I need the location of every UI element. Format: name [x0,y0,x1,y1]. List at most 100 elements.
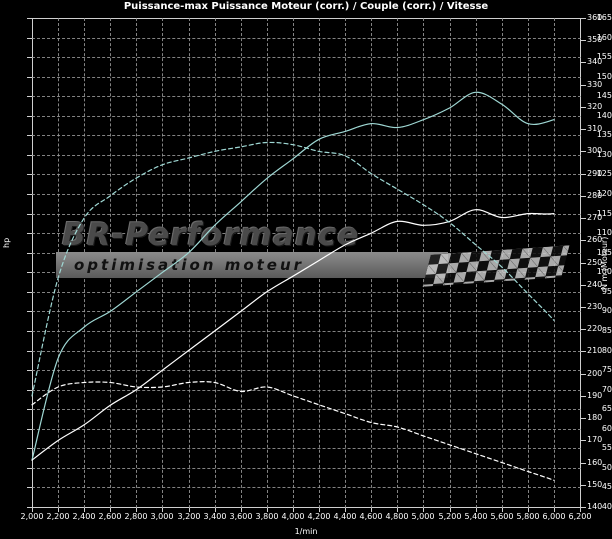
x-tick-label: 5,000 [411,512,435,521]
y-right-tick-mark [581,374,586,375]
x-tick-mark [32,508,33,512]
gridline-horizontal [32,174,581,175]
y-left-tick-label: 130 [596,150,612,159]
y-left-tick-mark [27,292,32,293]
y-right-tick-label: 280 [587,191,603,200]
x-axis-label: 1/min [294,527,318,536]
y-left-tick-mark [27,135,32,136]
y-left-tick-mark [27,487,32,488]
gridline-horizontal [32,390,581,391]
y-left-tick-mark [27,253,32,254]
y-left-tick-label: 150 [596,72,612,81]
y-left-tick-label: 60 [601,424,612,433]
y-right-tick-mark [581,396,586,397]
y-right-tick-label: 320 [587,102,603,111]
y-left-tick-label: 50 [601,463,612,472]
y-left-tick-label: 145 [596,91,612,100]
y-right-tick-label: 230 [587,302,603,311]
y-right-tick-mark [581,418,586,419]
x-tick-label: 6,200 [568,512,592,521]
y-axis-right-label: N m (Moteur) [600,236,609,290]
gridline-horizontal [32,351,581,352]
x-tick-label: 3,200 [177,512,201,521]
x-tick-label: 4,000 [281,512,305,521]
x-tick-mark [450,508,451,512]
y-right-tick-label: 300 [587,146,603,155]
y-left-tick-mark [27,390,32,391]
gridline-horizontal [32,135,581,136]
gridline-horizontal [32,311,581,312]
y-left-tick-mark [27,214,32,215]
x-tick-label: 5,800 [516,512,540,521]
x-tick-label: 5,600 [490,512,514,521]
y-left-tick-mark [27,38,32,39]
y-right-tick-label: 270 [587,213,603,222]
x-tick-label: 3,800 [255,512,279,521]
y-right-tick-label: 240 [587,280,603,289]
y-left-tick-mark [27,409,32,410]
plot-frame-left [32,18,33,508]
y-left-tick-mark [27,155,32,156]
x-tick-label: 2,400 [72,512,96,521]
x-tick-mark [423,508,424,512]
y-left-tick-label: 140 [596,111,612,120]
x-tick-mark [293,508,294,512]
y-left-tick-mark [27,233,32,234]
y-right-tick-label: 260 [587,235,603,244]
y-left-tick-mark [27,194,32,195]
y-left-tick-mark [27,311,32,312]
y-left-tick-mark [27,272,32,273]
y-right-tick-mark [581,40,586,41]
y-left-tick-mark [27,331,32,332]
x-tick-mark [319,508,320,512]
gridline-horizontal [32,468,581,469]
gridline-horizontal [32,448,581,449]
x-tick-label: 2,200 [46,512,70,521]
y-right-tick-mark [581,285,586,286]
y-left-tick-label: 125 [596,169,612,178]
gridline-horizontal [32,57,581,58]
y-left-tick-label: 165 [596,13,612,22]
x-tick-mark [136,508,137,512]
y-right-tick-mark [581,240,586,241]
y-right-tick-label: 180 [587,413,603,422]
y-left-tick-mark [27,116,32,117]
y-left-tick-mark [27,507,32,508]
y-right-tick-label: 360 [587,13,603,22]
y-left-tick-label: 45 [601,482,612,491]
y-right-tick-mark [581,351,586,352]
x-tick-mark [476,508,477,512]
y-left-tick-label: 135 [596,130,612,139]
gridline-horizontal [32,194,581,195]
gridline-horizontal [32,155,581,156]
y-right-tick-mark [581,263,586,264]
x-tick-label: 2,000 [20,512,44,521]
y-right-tick-mark [581,85,586,86]
y-left-tick-label: 110 [596,228,612,237]
y-left-tick-label: 70 [601,385,612,394]
y-right-tick-mark [581,218,586,219]
x-tick-label: 5,200 [438,512,462,521]
y-right-tick-label: 250 [587,258,603,267]
x-tick-label: 4,200 [307,512,331,521]
x-tick-mark [58,508,59,512]
curve-torque [31,141,555,397]
y-left-tick-label: 55 [601,443,612,452]
y-left-tick-mark [27,174,32,175]
y-left-tick-mark [27,448,32,449]
gridline-horizontal [32,116,581,117]
y-left-tick-label: 155 [596,52,612,61]
y-right-tick-mark [581,307,586,308]
x-tick-mark [528,508,529,512]
y-left-tick-mark [27,370,32,371]
y-right-tick-label: 190 [587,391,603,400]
y-right-tick-label: 290 [587,169,603,178]
x-tick-label: 4,400 [333,512,357,521]
y-left-tick-mark [27,351,32,352]
x-tick-label: 5,400 [464,512,488,521]
gridline-horizontal [32,331,581,332]
x-tick-label: 2,800 [124,512,148,521]
y-left-tick-mark [27,18,32,19]
y-right-tick-label: 160 [587,458,603,467]
